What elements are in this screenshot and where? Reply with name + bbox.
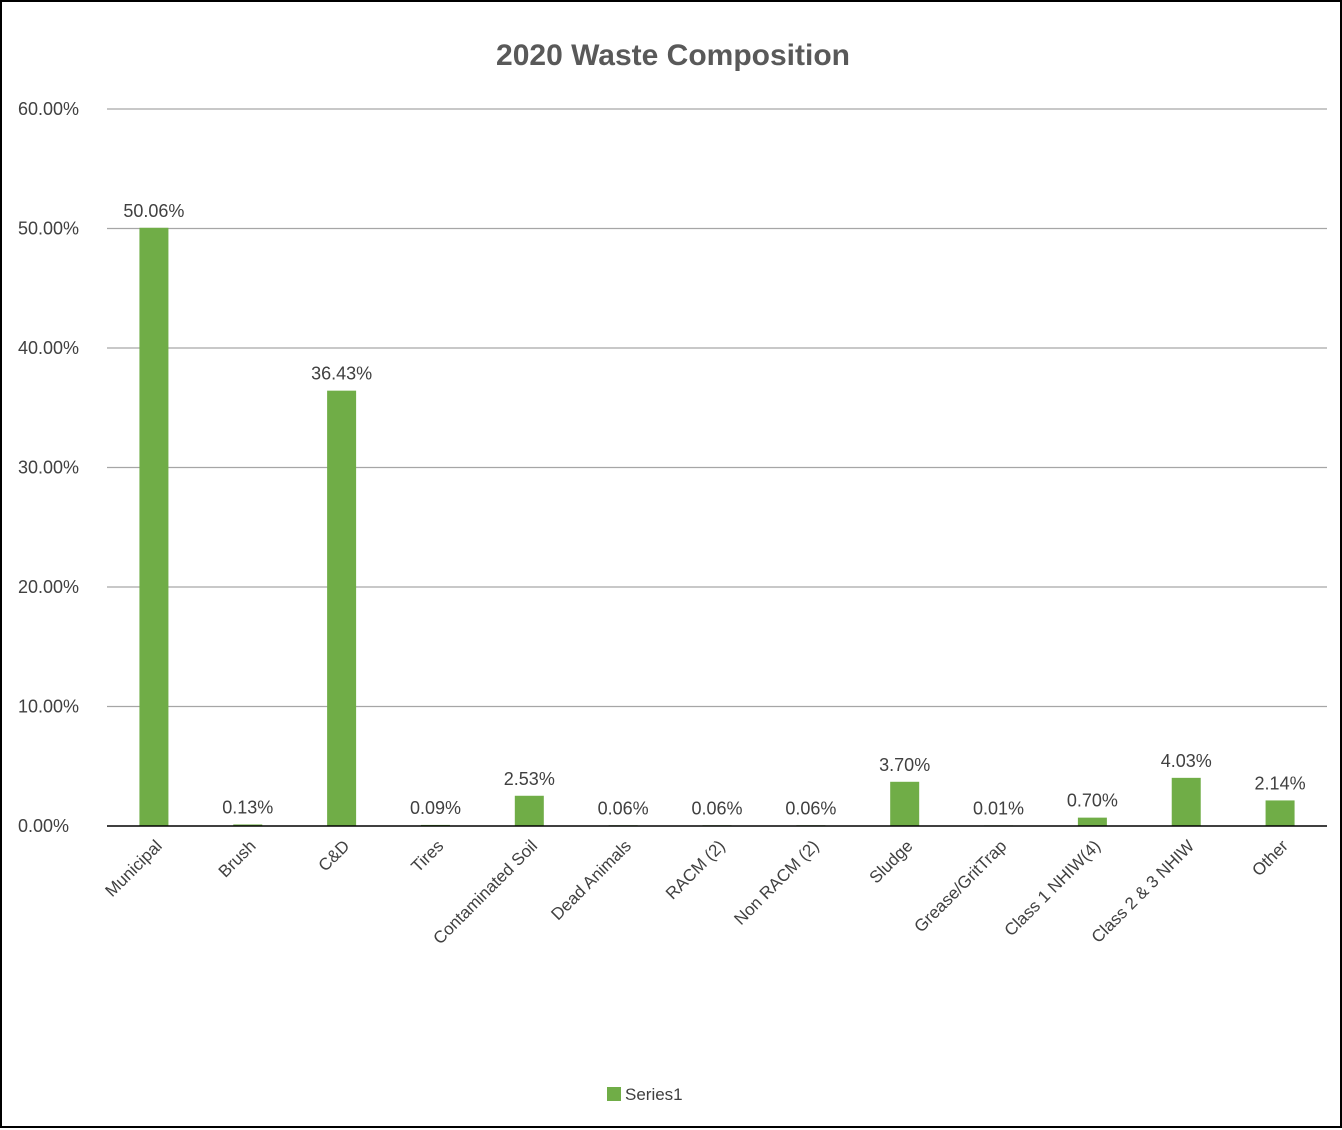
bar bbox=[1077, 817, 1107, 826]
x-tick-label: Brush bbox=[215, 836, 260, 881]
data-label: 4.03% bbox=[1161, 751, 1212, 771]
x-tick-label: Grease/GritTrap bbox=[911, 836, 1011, 936]
gridlines bbox=[107, 108, 1327, 708]
y-tick-label: 20.00% bbox=[18, 577, 79, 597]
data-label: 2.14% bbox=[1255, 773, 1306, 793]
y-axis-tick-labels: 0.00% 10.00% 20.00% 30.00% 40.00% 50.00% 60.00… bbox=[18, 99, 79, 836]
data-label: 0.06% bbox=[691, 798, 742, 818]
data-label: 0.13% bbox=[222, 797, 273, 817]
bar bbox=[1265, 800, 1295, 826]
data-labels: 50.06% 0.13% 36.43% 0.09% 2.53% 0.06% 0.06% 0.0… bbox=[123, 201, 1305, 819]
bar bbox=[1171, 777, 1201, 826]
bar bbox=[514, 795, 544, 826]
x-tick-label: Sludge bbox=[866, 836, 917, 887]
x-tick-label: Class 1 NHIW(4) bbox=[1001, 836, 1105, 940]
x-tick-label: Contaminated Soil bbox=[429, 836, 541, 948]
data-label: 50.06% bbox=[123, 201, 184, 221]
data-label: 0.06% bbox=[785, 798, 836, 818]
x-tick-label: Dead Animals bbox=[547, 836, 635, 924]
data-label: 0.70% bbox=[1067, 791, 1118, 811]
bar bbox=[139, 227, 169, 826]
legend-label-series1: Series1 bbox=[625, 1085, 683, 1104]
data-label: 2.53% bbox=[504, 769, 555, 789]
x-tick-label: Class 2 & 3 NHIW bbox=[1088, 836, 1198, 946]
legend-swatch-series1 bbox=[607, 1087, 621, 1101]
x-tick-label: Other bbox=[1248, 836, 1292, 880]
bar bbox=[890, 781, 920, 826]
y-tick-label: 40.00% bbox=[18, 338, 79, 358]
bar bbox=[327, 390, 357, 826]
x-tick-label: Municipal bbox=[102, 836, 166, 900]
x-tick-label: Non RACM (2) bbox=[730, 836, 822, 928]
chart-title: 2020 Waste Composition bbox=[496, 39, 850, 72]
data-label: 0.09% bbox=[410, 798, 461, 818]
data-label: 36.43% bbox=[311, 364, 372, 384]
y-tick-label: 10.00% bbox=[18, 697, 79, 717]
y-tick-label: 50.00% bbox=[18, 219, 79, 239]
x-tick-label: RACM (2) bbox=[662, 836, 729, 903]
data-label: 0.01% bbox=[973, 798, 1024, 818]
data-label: 0.06% bbox=[598, 798, 649, 818]
data-label: 3.70% bbox=[879, 755, 930, 775]
legend: Series1 bbox=[607, 1085, 683, 1104]
y-tick-label: 30.00% bbox=[18, 458, 79, 478]
bars bbox=[139, 227, 1295, 826]
y-tick-label: 0.00% bbox=[18, 816, 69, 836]
x-tick-label: C&D bbox=[315, 836, 354, 875]
y-tick-label: 60.00% bbox=[18, 99, 79, 119]
x-tick-label: Tires bbox=[408, 836, 448, 876]
